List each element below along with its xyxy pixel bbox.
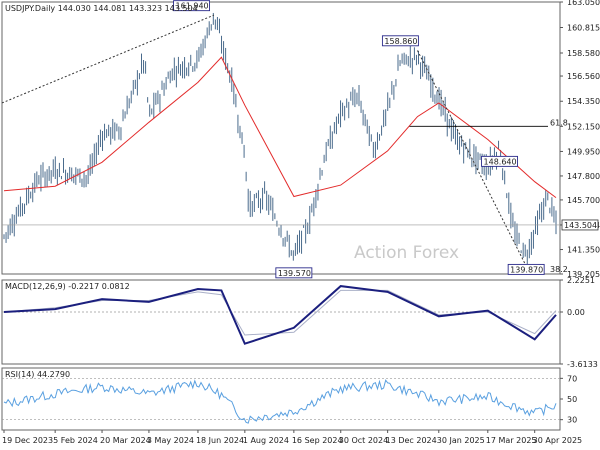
rsi-tick-label: 70 (567, 374, 577, 383)
rsi-tick-label: 50 (567, 395, 577, 404)
price-tag-box (561, 219, 599, 231)
panel-frame-2 (1, 367, 561, 431)
y-tick-label: 158.580 (567, 49, 600, 58)
y-tick-label: 160.815 (567, 23, 600, 32)
x-tick-label: 18 Jun 2024 (196, 436, 244, 445)
y-tick-label: 149.950 (567, 147, 600, 156)
x-tick-label: 19 Dec 2023 (2, 436, 53, 445)
ma-line (3, 56, 557, 199)
x-tick-label: 3 May 2024 (147, 436, 194, 445)
x-tick-label: 1 Aug 2024 (243, 436, 289, 445)
y-tick-label: 154.350 (567, 97, 600, 106)
macd-tick-label: 0.00 (567, 308, 585, 317)
rsi-header: RSI(14) 44.2790 (5, 370, 70, 379)
y-tick-label: 147.800 (567, 172, 600, 181)
main-header: USDJPY.Daily 144.030 144.081 143.323 143… (5, 4, 198, 13)
panel-frame-1 (1, 279, 561, 365)
callout-box (507, 263, 545, 275)
callout-label: 148.640 (484, 157, 517, 166)
callout-box (481, 155, 518, 167)
macd-tick-label: -3.6133 (567, 360, 598, 369)
x-tick-label: 30 Oct 2024 (339, 436, 388, 445)
callout-box (381, 35, 419, 47)
x-tick-label: 16 Sep 2024 (292, 436, 343, 445)
x-tick-label: 5 Feb 2024 (53, 436, 98, 445)
trendline-down (417, 50, 527, 267)
fib-618-label: 61.8 (550, 118, 568, 127)
x-tick-label: 13 Dec 2024 (386, 436, 437, 445)
y-tick-label: 156.560 (567, 72, 600, 81)
callout-box (275, 267, 313, 279)
callout-label: 158.860 (384, 37, 417, 46)
x-tick-label: 30 Jan 2025 (437, 436, 485, 445)
callout-label: 161.940 (176, 2, 209, 11)
fib-382-label: 38.2 (550, 265, 568, 274)
y-tick-label: 163.050 (567, 0, 600, 7)
x-tick-label: 17 Mar 2025 (486, 436, 537, 445)
y-tick-label: 152.150 (567, 122, 600, 131)
x-tick-label: 30 Apr 2025 (533, 436, 582, 445)
callout-box (173, 0, 211, 12)
rsi-tick-label: 30 (567, 416, 577, 425)
y-tick-label: 145.700 (567, 196, 600, 205)
macd-header: MACD(12,26,9) -0.2217 0.0812 (5, 282, 130, 291)
y-tick-label: 139.205 (567, 270, 600, 279)
watermark: Action Forex (354, 243, 459, 263)
price-tag-label: 143.504 (564, 221, 597, 230)
rsi-line (3, 379, 557, 424)
x-tick-label: 20 Mar 2024 (100, 436, 151, 445)
callout-label: 139.870 (510, 265, 543, 274)
macd-tick-label: 2.2251 (567, 276, 595, 285)
macd-line (3, 285, 557, 345)
y-tick-label: 141.350 (567, 246, 600, 255)
callout-label: 139.570 (278, 269, 311, 278)
